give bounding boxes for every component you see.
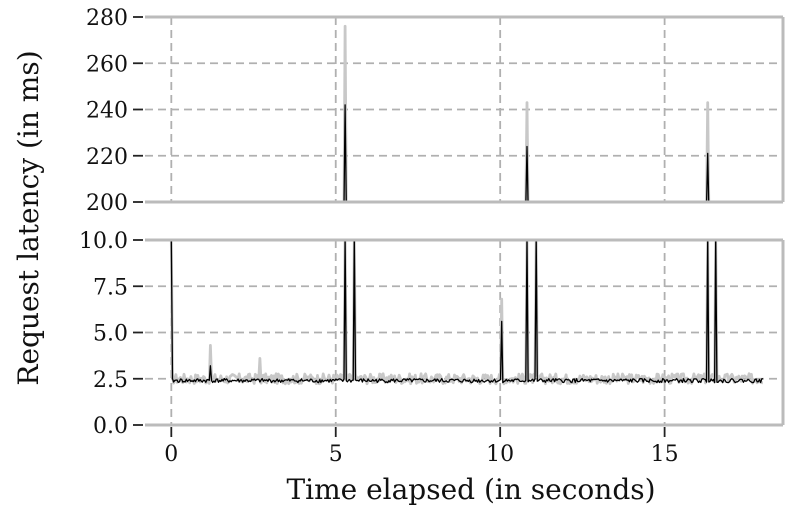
grid-layer	[145, 17, 783, 425]
y-tick-label: 0.0	[93, 414, 128, 439]
y-tick-label: 2.5	[93, 368, 128, 393]
series-line-dark-lower	[170, 240, 764, 384]
y-tick-label: 280	[86, 6, 128, 31]
x-axis-label: Time elapsed (in seconds)	[286, 473, 655, 506]
x-tick-label: 0	[164, 442, 178, 467]
x-tick-label: 15	[651, 442, 679, 467]
y-tick-label: 5.0	[93, 322, 128, 347]
y-tick-label: 200	[86, 191, 128, 216]
x-tick-label: 5	[329, 442, 343, 467]
y-tick-label: 7.5	[93, 275, 128, 300]
x-tick-label: 10	[486, 442, 514, 467]
y-tick-label: 240	[86, 99, 128, 124]
y-axis-label: Request latency (in ms)	[12, 50, 45, 385]
y-tick-label: 260	[86, 52, 128, 77]
tick-layer: 200 220 240 260 280 0.0 2.5 5.0 7.5 10.0 0 5 10 15	[79, 6, 679, 467]
series-line-light-upper	[342, 24, 711, 202]
series-line-light-lower	[169, 240, 764, 386]
y-tick-label: 220	[86, 145, 128, 170]
axes-frame	[145, 15, 785, 427]
y-tick-label: 10.0	[79, 229, 128, 254]
series-layer	[169, 24, 764, 386]
series-line-dark-upper	[343, 104, 710, 202]
